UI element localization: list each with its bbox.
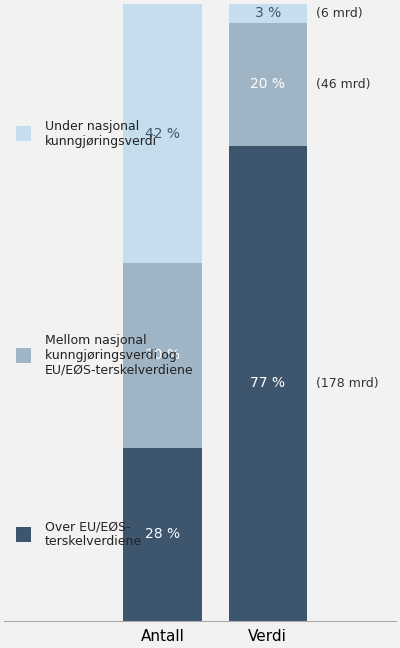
Bar [123,4,202,263]
FancyBboxPatch shape [16,527,31,542]
Text: Over EU/EØS-
terskelverdiene: Over EU/EØS- terskelverdiene [45,520,142,548]
Text: 30 %: 30 % [145,349,180,362]
Text: 20 %: 20 % [250,77,285,91]
Bar [123,448,202,621]
Text: 3 %: 3 % [255,6,281,20]
Bar [229,23,307,146]
FancyBboxPatch shape [16,126,31,141]
Text: (178 mrd): (178 mrd) [316,376,379,389]
Text: (46 mrd): (46 mrd) [316,78,370,91]
Bar [229,146,307,621]
Bar [123,263,202,448]
Text: Under nasjonal
kunngjøringsverdi: Under nasjonal kunngjøringsverdi [45,120,157,148]
Bar [229,4,307,23]
Text: Mellom nasjonal
kunngjøringsverdi og
EU/EØS-terskelverdiene: Mellom nasjonal kunngjøringsverdi og EU/… [45,334,194,377]
Text: (6 mrd): (6 mrd) [316,7,363,20]
Text: 28 %: 28 % [145,527,180,541]
FancyBboxPatch shape [16,348,31,363]
Text: 42 %: 42 % [145,126,180,141]
Text: 77 %: 77 % [250,376,285,390]
